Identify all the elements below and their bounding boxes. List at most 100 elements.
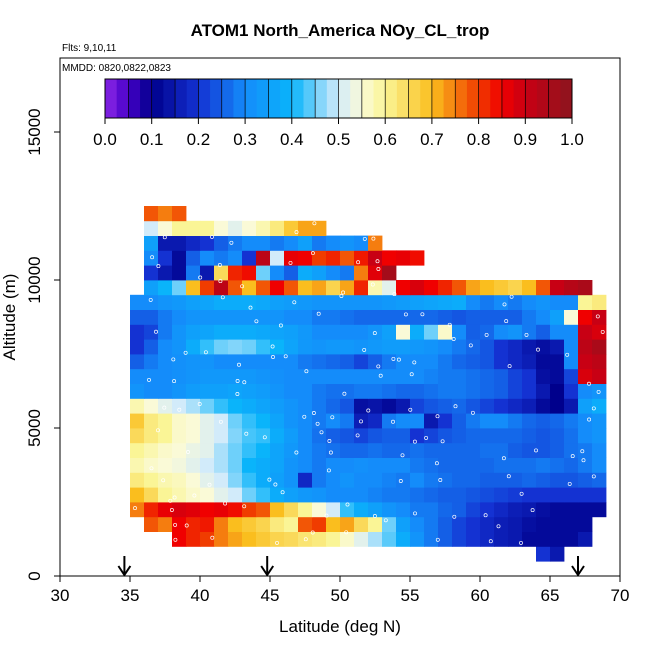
colorbar-tick-label: 0.4 (280, 130, 304, 149)
heatmap-cell (368, 383, 383, 399)
heatmap-cell (284, 383, 299, 399)
sample-dot (468, 343, 473, 348)
colorbar-segment (431, 79, 445, 118)
sample-dot (391, 419, 395, 424)
heatmap-cell (312, 428, 327, 444)
heatmap-cell (214, 487, 229, 503)
sample-dot (302, 414, 307, 419)
sample-dot (150, 255, 155, 260)
heatmap-cell (326, 250, 341, 266)
heatmap-cell (410, 516, 425, 532)
heatmap-cell (578, 502, 593, 518)
heatmap-cell (438, 502, 453, 518)
heatmap-cell (242, 250, 257, 266)
heatmap-cell (214, 442, 229, 458)
sample-dot (345, 502, 350, 507)
heatmap-cell (242, 368, 257, 384)
heatmap-cell (228, 516, 243, 532)
heatmap-cell (396, 250, 411, 266)
heatmap-cell (312, 531, 327, 547)
heatmap-cell (228, 324, 243, 340)
heatmap-cell (494, 502, 509, 518)
heatmap-cell (354, 531, 369, 547)
heatmap-cell (158, 368, 173, 384)
heatmap-cell (564, 398, 579, 414)
heatmap-cell (368, 487, 383, 503)
heatmap-cell (312, 294, 327, 310)
heatmap-cell (242, 309, 257, 325)
heatmap-cell (522, 324, 537, 340)
heatmap-cell (452, 516, 467, 532)
heatmap-cell (144, 413, 159, 429)
heatmap-cell (256, 324, 271, 340)
heatmap-cell (172, 531, 187, 547)
heatmap-cell (312, 502, 327, 518)
heatmap-cell (480, 516, 495, 532)
colorbar-tick-label: 0.8 (467, 130, 491, 149)
heatmap-cell (522, 487, 537, 503)
heatmap-cell (270, 265, 285, 281)
heatmap-cell (186, 472, 201, 488)
heatmap-cell (508, 398, 523, 414)
heatmap-cell (186, 235, 201, 251)
heatmap-cell (326, 516, 341, 532)
sample-dot (168, 498, 173, 503)
heatmap-cell (410, 413, 425, 429)
heatmap-cell (564, 294, 579, 310)
arrow-head (117, 565, 132, 577)
heatmap-cell (354, 339, 369, 355)
sample-dot (248, 305, 253, 310)
heatmap-cell (172, 220, 187, 236)
heatmap-cell (410, 368, 425, 384)
colorbar-segment (326, 79, 339, 118)
heatmap-cell (312, 339, 327, 355)
heatmap-cell (494, 413, 509, 429)
sample-dot (371, 236, 376, 241)
heatmap-cell (550, 339, 565, 355)
heatmap-cell (298, 442, 313, 458)
sample-dot (496, 524, 501, 529)
sample-dot (148, 297, 153, 302)
sample-dot (596, 389, 601, 394)
heatmap-cell (536, 413, 551, 429)
sample-dot (370, 282, 375, 287)
heatmap-cell (172, 250, 187, 266)
heatmap-cell (452, 442, 467, 458)
heatmap-cell (340, 442, 355, 458)
heatmap-cell (368, 502, 383, 518)
sample-dot (366, 408, 371, 413)
heatmap-cell (466, 413, 481, 429)
heatmap-cell (298, 531, 313, 547)
heatmap-cell (284, 368, 299, 384)
heatmap-cell (130, 354, 145, 370)
heatmap-cell (144, 383, 159, 399)
heatmap-cell (158, 309, 173, 325)
heatmap-cell (214, 220, 229, 236)
heatmap-cell (312, 398, 327, 414)
heatmap-cell (256, 339, 271, 355)
heatmap-cell (550, 516, 565, 532)
sample-dot (304, 369, 309, 374)
heatmap-cell (452, 457, 467, 473)
heatmap-cell (536, 428, 551, 444)
colorbar-segment (525, 79, 538, 118)
heatmap-cell (508, 339, 523, 355)
heatmap-cell (144, 309, 159, 325)
heatmap-cell (452, 280, 467, 296)
heatmap-cell (382, 428, 397, 444)
heatmap-cell (508, 309, 523, 325)
heatmap-cell (312, 383, 327, 399)
heatmap-cell (298, 265, 313, 281)
heatmap-cell (228, 309, 243, 325)
heatmap-cell (130, 428, 145, 444)
heatmap-cell (396, 442, 411, 458)
heatmap-cell (298, 235, 313, 251)
heatmap-cell (172, 368, 187, 384)
heatmap-cell (256, 280, 271, 296)
heatmap-cell (550, 413, 565, 429)
heatmap-cell (354, 413, 369, 429)
heatmap-cell (480, 398, 495, 414)
heatmap-cell (592, 502, 607, 518)
heatmap-cell (522, 354, 537, 370)
sample-dot (162, 405, 167, 410)
